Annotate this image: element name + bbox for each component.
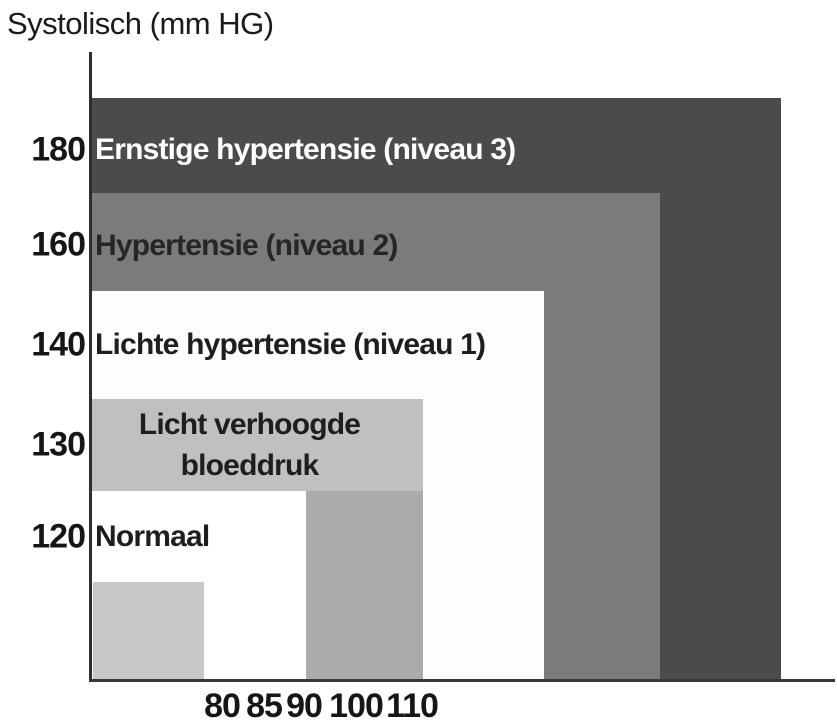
x-tick-80: 80 — [204, 687, 241, 723]
label-hypertension-stage1: Lichte hypertensie (niveau 1) — [95, 328, 486, 361]
x-axis-line — [89, 679, 835, 682]
y-tick-140: 140 — [31, 325, 86, 364]
y-tick-120: 120 — [31, 517, 86, 556]
region-elevated-bp — [92, 399, 423, 491]
y-tick-130: 130 — [31, 425, 86, 464]
label-elevated-bp-line1: Licht verhoogde — [138, 408, 361, 441]
label-hypertension-stage2: Hypertensie (niveau 2) — [95, 229, 398, 262]
label-elevated-bp: Licht verhoogde bloeddruk — [92, 404, 407, 486]
y-tick-180: 180 — [31, 130, 86, 169]
label-elevated-bp-line2: bloeddruk — [180, 449, 320, 482]
x-tick-90: 90 — [286, 687, 323, 723]
x-tick-85: 85 — [246, 687, 283, 723]
y-tick-160: 160 — [31, 225, 86, 264]
region-elevated-bp-column — [306, 491, 423, 679]
region-optimal-bp — [93, 582, 204, 679]
x-tick-100: 100 — [329, 687, 384, 723]
label-severe-hypertension: Ernstige hypertensie (niveau 3) — [95, 133, 516, 166]
x-tick-110: 110 — [386, 687, 439, 723]
label-normal-bp: Normaal — [95, 520, 210, 553]
y-axis-line — [89, 52, 92, 682]
y-axis-title: Systolisch (mm HG) — [7, 6, 274, 41]
